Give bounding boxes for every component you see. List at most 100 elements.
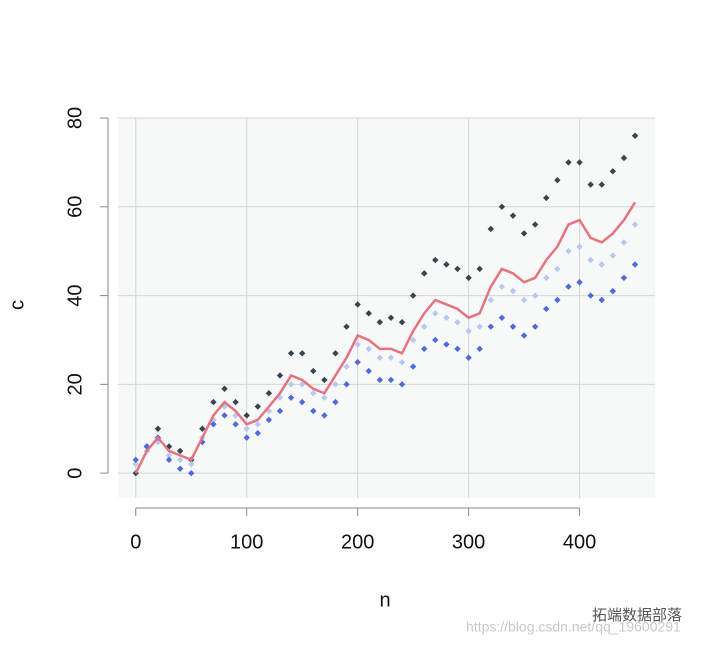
point: [631, 132, 639, 139]
point: [143, 443, 151, 450]
point: [509, 212, 517, 219]
point: [498, 203, 506, 210]
point: [243, 425, 250, 432]
point: [298, 350, 306, 357]
point: [276, 372, 284, 379]
point: [543, 305, 550, 313]
point: [454, 265, 461, 273]
point: [631, 221, 639, 228]
point: [132, 456, 139, 464]
point: [154, 425, 162, 432]
point: [221, 385, 228, 392]
point: [587, 181, 594, 188]
point: [598, 261, 605, 268]
point: [609, 168, 617, 175]
point: [210, 398, 217, 406]
point: [188, 461, 195, 468]
point: [598, 296, 605, 304]
point: [609, 252, 617, 259]
point: [409, 336, 417, 344]
point: [332, 350, 339, 357]
point: [232, 398, 239, 406]
point: [287, 394, 295, 401]
point: [576, 159, 583, 166]
point: [421, 323, 428, 330]
watermark-url: https://blog.csdn.net/qq_19600291: [466, 619, 681, 635]
x-tick-label: 200: [341, 531, 374, 553]
point: [321, 412, 328, 419]
x-tick-label: 300: [452, 531, 485, 553]
point: [287, 350, 295, 357]
point: [321, 394, 328, 401]
point: [409, 292, 417, 299]
point: [432, 336, 439, 344]
point: [476, 323, 483, 330]
point: [199, 425, 206, 432]
point: [332, 398, 339, 406]
point: [565, 283, 572, 290]
point: [520, 332, 528, 339]
point: [365, 367, 372, 375]
point: [232, 421, 239, 428]
point: [376, 319, 384, 326]
point: [287, 381, 295, 388]
line: [134, 201, 637, 474]
point: [531, 292, 539, 299]
point: [398, 358, 406, 366]
point: [254, 403, 261, 410]
point: [543, 274, 550, 282]
y-tick-label: 60: [64, 196, 86, 218]
point: [543, 194, 550, 202]
point: [443, 314, 450, 321]
point: [454, 345, 461, 353]
point: [587, 256, 594, 264]
point: [421, 270, 428, 277]
point: [421, 345, 428, 353]
x-axis-label: n: [379, 589, 390, 611]
point: [132, 461, 139, 468]
point: [332, 381, 339, 388]
point: [210, 416, 217, 424]
point: [620, 154, 628, 162]
point: [165, 456, 173, 464]
point: [432, 310, 439, 317]
point: [310, 367, 317, 375]
point: [620, 239, 628, 246]
point: [310, 407, 317, 415]
point: [354, 341, 361, 348]
watermark-brand: 拓端数据部落: [592, 607, 682, 624]
point: [465, 354, 472, 361]
point: [298, 398, 306, 406]
y-tick-label: 0: [64, 468, 86, 479]
point: [387, 314, 395, 321]
point: [498, 314, 506, 321]
point: [576, 279, 583, 286]
point: [598, 181, 605, 188]
point: [432, 256, 439, 264]
point: [520, 296, 528, 304]
point: [465, 327, 472, 335]
point: [176, 465, 184, 472]
point: [509, 323, 517, 330]
point: [443, 261, 450, 268]
point: [354, 358, 361, 366]
point: [188, 469, 195, 477]
point: [243, 412, 250, 419]
point: [565, 247, 572, 255]
point: [221, 412, 228, 419]
point: [210, 421, 217, 428]
point: [554, 265, 561, 273]
point: [487, 323, 494, 330]
point: [620, 274, 628, 282]
point: [387, 376, 395, 384]
point: [531, 221, 539, 228]
point: [443, 341, 450, 348]
point: [365, 345, 372, 353]
point: [565, 159, 572, 166]
point: [265, 416, 273, 424]
point: [487, 296, 494, 304]
point: [520, 230, 528, 237]
point: [465, 274, 472, 282]
point: [176, 456, 184, 464]
point: [587, 292, 594, 299]
